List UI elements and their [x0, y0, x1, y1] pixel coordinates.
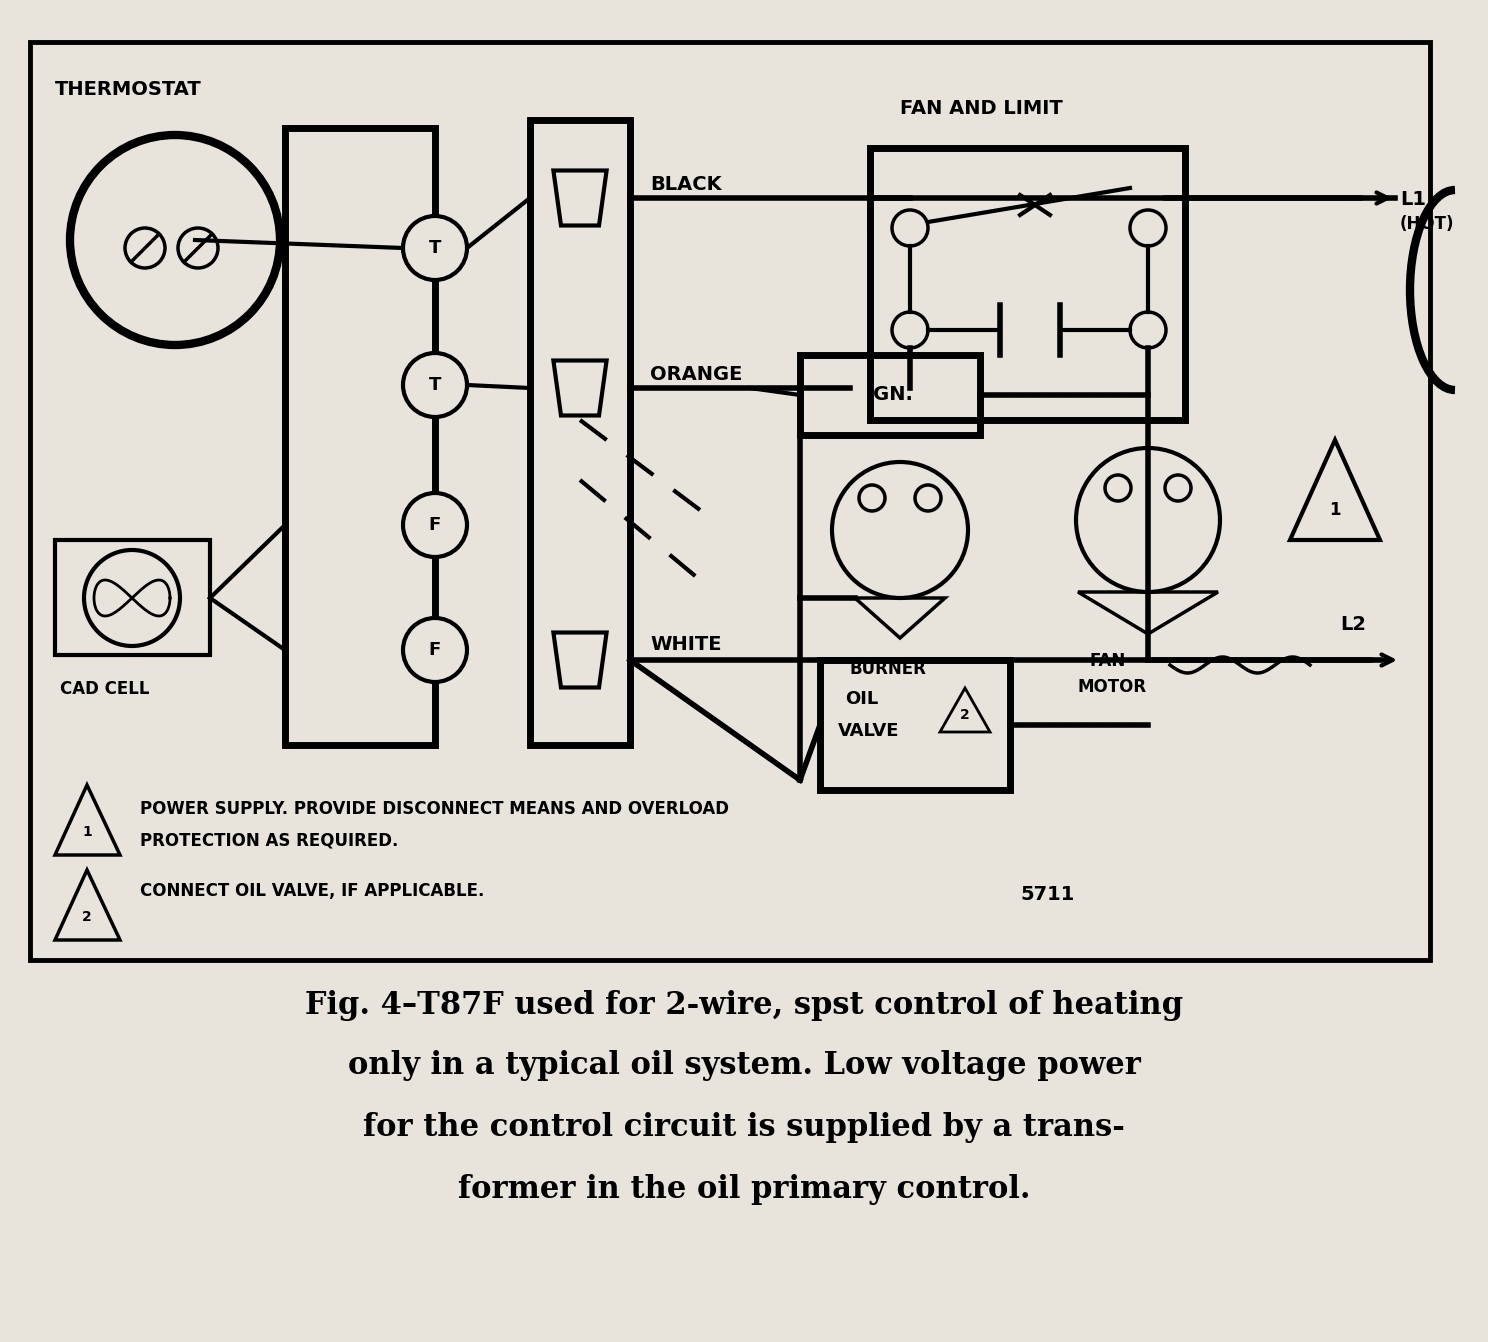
Text: L2: L2 [1341, 615, 1366, 633]
Text: PROTECTION AS REQUIRED.: PROTECTION AS REQUIRED. [140, 832, 399, 849]
Text: FAN: FAN [1091, 652, 1126, 670]
Text: F: F [429, 517, 440, 534]
Text: CONNECT OIL VALVE, IF APPLICABLE.: CONNECT OIL VALVE, IF APPLICABLE. [140, 882, 485, 900]
Text: POWER SUPPLY. PROVIDE DISCONNECT MEANS AND OVERLOAD: POWER SUPPLY. PROVIDE DISCONNECT MEANS A… [140, 800, 729, 819]
Bar [801, 356, 981, 435]
Circle shape [403, 493, 467, 557]
Text: BURNER: BURNER [850, 660, 927, 678]
Text: VALVE: VALVE [838, 722, 900, 739]
Text: MOTOR: MOTOR [1077, 678, 1147, 696]
Text: only in a typical oil system. Low voltage power: only in a typical oil system. Low voltag… [348, 1049, 1140, 1082]
Text: L1: L1 [1400, 191, 1426, 209]
Bar [30, 42, 1430, 960]
Text: (HOT): (HOT) [1400, 215, 1454, 234]
Text: Fig. 4–T87F used for 2-wire, spst control of heating: Fig. 4–T87F used for 2-wire, spst contro… [305, 990, 1183, 1021]
Text: 2: 2 [960, 709, 970, 722]
Bar [530, 119, 629, 745]
Bar [820, 660, 1010, 790]
Circle shape [403, 353, 467, 417]
Text: for the control circuit is supplied by a trans-: for the control circuit is supplied by a… [363, 1113, 1125, 1143]
Text: BLACK: BLACK [650, 176, 722, 195]
Text: 1: 1 [82, 825, 92, 839]
Bar [55, 539, 210, 655]
Text: IGN.: IGN. [866, 385, 914, 404]
Text: ORANGE: ORANGE [650, 365, 743, 385]
Circle shape [403, 619, 467, 682]
Text: FAN AND LIMIT: FAN AND LIMIT [900, 99, 1062, 118]
Text: WHITE: WHITE [650, 636, 722, 655]
Text: 5711: 5711 [1019, 884, 1074, 905]
Bar [286, 127, 434, 745]
Text: 2: 2 [82, 910, 92, 925]
Circle shape [403, 216, 467, 280]
Text: T: T [429, 239, 440, 258]
Text: THERMOSTAT: THERMOSTAT [55, 81, 202, 99]
Bar [870, 148, 1184, 420]
Text: T: T [429, 376, 440, 395]
Text: 1: 1 [1329, 501, 1341, 519]
Text: CAD CELL: CAD CELL [60, 680, 149, 698]
Text: OIL: OIL [845, 690, 878, 709]
Text: F: F [429, 641, 440, 659]
Text: former in the oil primary control.: former in the oil primary control. [458, 1174, 1030, 1205]
